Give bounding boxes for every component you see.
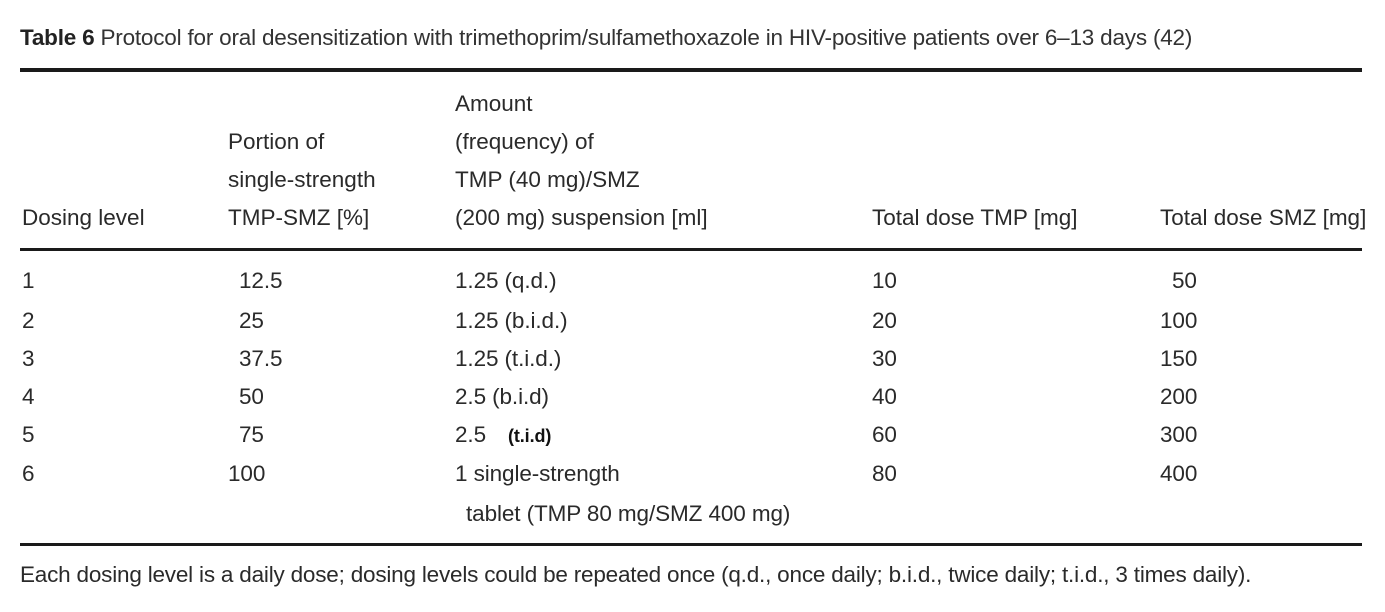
cell-amount-value: 2.5 (455, 422, 486, 447)
cell-amount: 1.25 (b.i.d.) (455, 308, 568, 333)
table-caption: Table 6 Protocol for oral desensitization… (20, 25, 1192, 51)
cell-total-tmp: 30 (872, 346, 897, 371)
cell-amount: 1 single-strength (455, 461, 620, 486)
cell-amount: 1.25 (t.i.d.) (455, 346, 562, 371)
header-portion: Portion of single-strength TMP-SMZ [%] (228, 129, 376, 230)
cell-portion: 100 (228, 461, 266, 486)
cell-total-smz: 100 (1160, 308, 1198, 333)
cell-total-smz: 150 (1160, 346, 1198, 371)
header-amount: Amount (frequency) of TMP (40 mg)/SMZ (2… (455, 91, 708, 230)
top-rule (20, 68, 1362, 72)
cell-amount-line2: tablet (TMP 80 mg/SMZ 400 mg) (466, 501, 791, 526)
cell-total-tmp: 80 (872, 461, 897, 486)
cell-portion: 50 (239, 384, 264, 409)
cell-total-smz: 300 (1160, 422, 1198, 447)
cell-level: 5 (22, 422, 35, 447)
cell-level: 4 (22, 384, 35, 409)
table-footnote: Each dosing level is a daily dose; dosin… (20, 562, 1252, 587)
cell-total-tmp: 60 (872, 422, 897, 447)
cell-amount-note: (t.i.d) (507, 426, 552, 446)
cell-level: 1 (22, 268, 35, 293)
cell-total-smz: 400 (1160, 461, 1198, 486)
cell-portion: 12.5 (239, 268, 283, 293)
cell-total-tmp: 10 (872, 268, 897, 293)
header-total-tmp: Total dose TMP [mg] (872, 205, 1078, 230)
cell-amount: 1.25 (q.d.) (455, 268, 557, 293)
header-dosing-level: Dosing level (22, 205, 145, 230)
cell-portion: 75 (239, 422, 264, 447)
cell-total-tmp: 20 (872, 308, 897, 333)
cell-portion: 25 (239, 308, 264, 333)
cell-level: 2 (22, 308, 35, 333)
bottom-rule (20, 543, 1362, 546)
header-total-smz: Total dose SMZ [mg] (1160, 205, 1367, 230)
cell-portion: 37.5 (239, 346, 283, 371)
cell-total-smz: 200 (1160, 384, 1198, 409)
cell-amount: 2.5 (t.i.d) (455, 416, 551, 455)
cell-total-tmp: 40 (872, 384, 897, 409)
table-label: Table 6 (20, 25, 95, 50)
table-title: Protocol for oral desensitization with t… (100, 25, 1193, 50)
cell-level: 3 (22, 346, 35, 371)
cell-level: 6 (22, 461, 35, 486)
cell-total-smz: 50 (1172, 268, 1197, 293)
header-rule (20, 248, 1362, 251)
cell-amount: 2.5 (b.i.d) (455, 384, 549, 409)
